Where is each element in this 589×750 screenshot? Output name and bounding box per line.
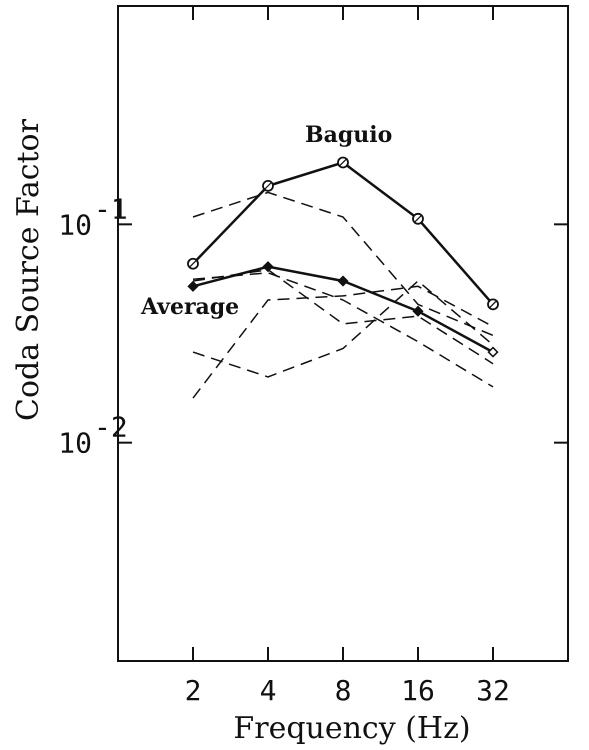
x-tick-labels: 2 4 8 16 32 xyxy=(185,674,510,707)
x-tick-label: 16 xyxy=(401,674,435,707)
plot-frame xyxy=(117,5,569,662)
data-point-average xyxy=(337,275,349,287)
x-axis-title: Frequency (Hz) xyxy=(233,711,470,746)
data-point-baguio xyxy=(487,298,499,311)
x-tick-label: 8 xyxy=(335,674,352,707)
data-point-baguio xyxy=(262,179,274,192)
y-tick-label: 10 xyxy=(58,208,92,241)
data-point-average xyxy=(487,346,499,358)
series-line-dashed-3 xyxy=(192,268,494,365)
series-line-dashed-4 xyxy=(192,285,494,399)
series-markers xyxy=(187,156,499,358)
x-tick-label: 4 xyxy=(260,674,277,707)
series-line-dashed-5 xyxy=(192,280,494,378)
x-tick-label: 32 xyxy=(476,674,510,707)
series-line-dashed-6 xyxy=(192,272,494,388)
data-point-average xyxy=(187,280,199,292)
series-label-baguio: Baguio xyxy=(305,122,392,148)
y-axis-title: Coda Source Factor xyxy=(11,118,46,421)
y-tick-label: 10 xyxy=(58,427,92,460)
y-tick-exponent: -2 xyxy=(94,411,128,444)
series-label-average: Average xyxy=(140,294,239,320)
data-point-average xyxy=(262,261,274,273)
axis-ticks xyxy=(118,6,568,661)
x-tick-label: 2 xyxy=(185,674,202,707)
data-point-baguio xyxy=(412,212,424,225)
series-line-dashed-2 xyxy=(192,191,494,337)
y-tick-labels: 10-110-2 xyxy=(58,192,127,459)
y-tick-exponent: -1 xyxy=(94,192,128,225)
data-point-average xyxy=(412,305,424,317)
data-point-baguio xyxy=(187,257,199,270)
data-point-baguio xyxy=(337,156,349,169)
